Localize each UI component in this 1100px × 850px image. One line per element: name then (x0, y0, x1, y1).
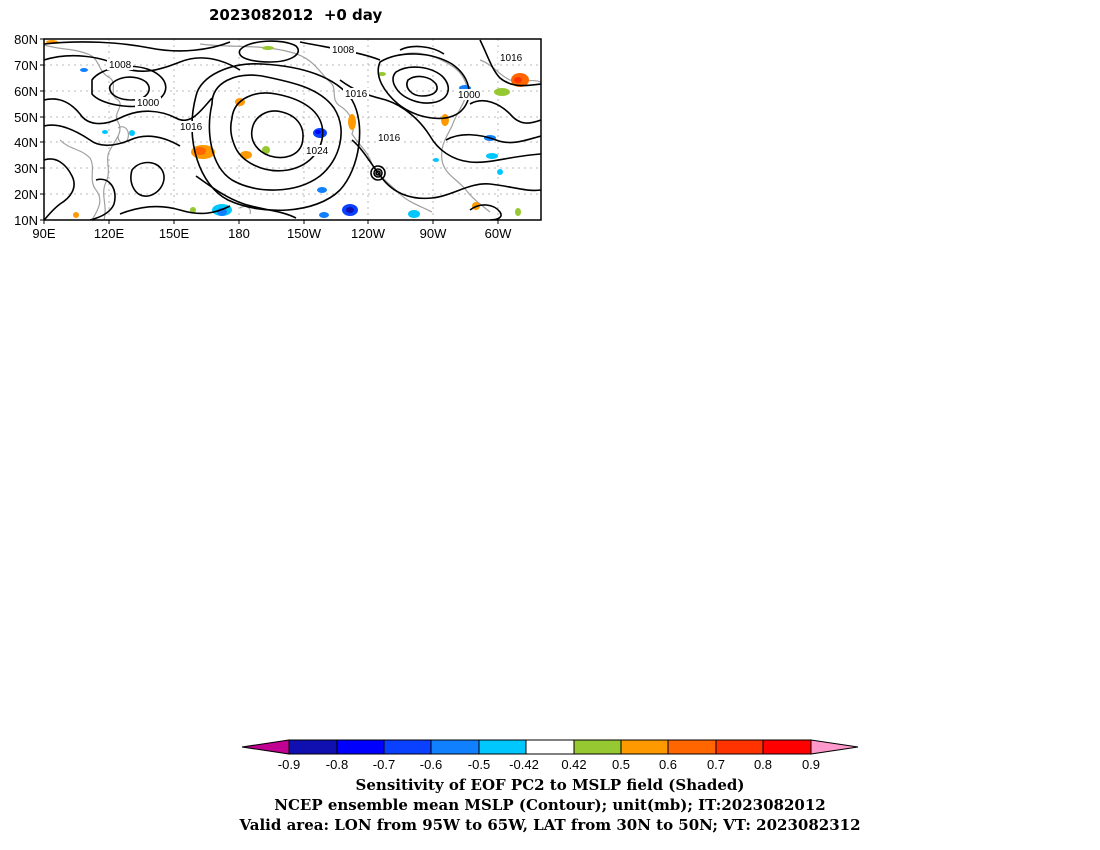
lon-label: 60W (485, 226, 512, 241)
colorbar-tick-label: 0.7 (707, 757, 725, 772)
colorbar-cell (715, 739, 764, 755)
contour-label: 1008 (332, 45, 355, 56)
caption-line-2: NCEP ensemble mean MSLP (Contour); unit(… (274, 796, 826, 814)
contour-label: 1008 (109, 60, 132, 71)
lat-label: 20N (14, 187, 38, 202)
colorbar-tick-label: 0.9 (802, 757, 820, 772)
lat-label: 70N (14, 58, 38, 73)
map-panel: 1008 1008 1016 1016 1000 1000 1016 1024 … (14, 32, 542, 241)
contour-label: 1000 (137, 98, 160, 109)
mslp-contours (44, 39, 541, 220)
lon-label: 150E (159, 226, 190, 241)
colorbar-cell (573, 739, 622, 755)
contour-label: 1016 (378, 133, 401, 144)
contour-label: 1016 (345, 89, 368, 100)
lon-label: 120E (94, 226, 125, 241)
colorbar: -0.9 -0.8 -0.7 -0.6 -0.5 -0.42 0.42 0.5 … (241, 739, 859, 772)
lon-label: 150W (287, 226, 322, 241)
colorbar-cell (383, 739, 432, 755)
contour-label: 1016 (500, 53, 523, 64)
colorbar-tick-label: 0.8 (754, 757, 772, 772)
axis-ticks (40, 38, 499, 224)
lat-label: 60N (14, 84, 38, 99)
caption-line-1: Sensitivity of EOF PC2 to MSLP field (Sh… (355, 776, 745, 794)
lat-label: 30N (14, 161, 38, 176)
lat-label: 80N (14, 32, 38, 47)
colorbar-tick-label: -0.42 (509, 757, 539, 772)
colorbar-cell (336, 739, 385, 755)
colorbar-cell (288, 739, 338, 755)
lon-label: 90W (420, 226, 447, 241)
lon-label: 180 (228, 226, 250, 241)
lon-label: 120W (351, 226, 386, 241)
colorbar-tick-label: -0.9 (278, 757, 300, 772)
colorbar-tick-label: -0.6 (420, 757, 442, 772)
contour-label: 1016 (180, 122, 203, 133)
colorbar-tick-label: -0.5 (468, 757, 490, 772)
colorbar-cell (620, 739, 669, 755)
latitude-labels: 80N 70N 60N 50N 40N 30N 20N 10N (14, 32, 38, 228)
lat-label: 10N (14, 213, 38, 228)
colorbar-tick-label: 0.6 (659, 757, 677, 772)
colorbar-cell (762, 739, 812, 755)
plot-title: 2023082012 +0 day (209, 6, 383, 24)
colorbar-tick-label: -0.8 (326, 757, 348, 772)
caption-line-3: Valid area: LON from 95W to 65W, LAT fro… (239, 816, 861, 834)
contour-label: 1000 (458, 90, 481, 101)
colorbar-cell (478, 739, 527, 755)
colorbar-tick-label: 0.42 (561, 757, 586, 772)
colorbar-cell (667, 739, 717, 755)
colorbar-right-arrow (810, 739, 859, 755)
colorbar-tick-label: -0.7 (373, 757, 395, 772)
colorbar-left-arrow (241, 739, 290, 755)
colorbar-tick-label: 0.5 (612, 757, 630, 772)
longitude-labels: 90E 120E 150E 180 150W 120W 90W 60W (32, 226, 512, 241)
contour-label: 1024 (306, 146, 329, 157)
map-frame (43, 38, 542, 221)
lon-label: 90E (32, 226, 55, 241)
colorbar-cell (430, 739, 480, 755)
contour-labels: 1008 1008 1016 1016 1000 1000 1016 1024 … (107, 44, 524, 157)
colorbar-cell (525, 739, 575, 755)
lat-label: 40N (14, 135, 38, 150)
lat-label: 50N (14, 110, 38, 125)
